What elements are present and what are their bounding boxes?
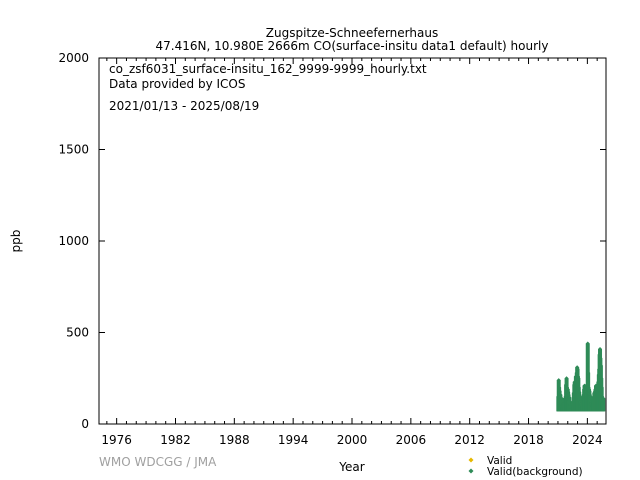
data-provider: Data provided by ICOS bbox=[109, 77, 245, 91]
data-point bbox=[577, 389, 582, 394]
x-axis-ticks: 1976 1982 1988 1994 2000 2006 2012 2018 2024 bbox=[101, 58, 603, 447]
data-point bbox=[598, 346, 603, 351]
data-point bbox=[598, 363, 603, 368]
x-tick-label: 2012 bbox=[454, 433, 485, 447]
data-point bbox=[564, 376, 569, 381]
x-axis-label: Year bbox=[338, 460, 364, 474]
legend-marker-valid-background bbox=[468, 468, 474, 474]
credit-text: WMO WDCGG / JMA bbox=[99, 455, 217, 469]
data-point bbox=[599, 385, 604, 390]
data-point bbox=[558, 392, 563, 397]
x-tick-label: 2006 bbox=[396, 433, 427, 447]
x-tick-label: 2000 bbox=[337, 433, 368, 447]
data-filename: co_zsf6031_surface-insitu_162_9999-9999_… bbox=[109, 62, 427, 76]
y-tick-label: 1500 bbox=[58, 143, 89, 157]
data-point bbox=[587, 389, 592, 394]
legend-label-valid-background: Valid(background) bbox=[487, 466, 583, 478]
data-point bbox=[599, 376, 604, 381]
y-tick-label: 2000 bbox=[58, 51, 89, 65]
y-axis-ticks: 0 500 1000 1500 2000 bbox=[58, 51, 606, 431]
y-axis-label: ppb bbox=[9, 230, 23, 253]
data-point bbox=[598, 356, 603, 361]
data-point bbox=[556, 378, 561, 383]
legend: Valid Valid(background) bbox=[468, 455, 583, 478]
data-point bbox=[585, 341, 590, 346]
data-point bbox=[557, 385, 562, 390]
data-point bbox=[578, 394, 583, 399]
data-point bbox=[576, 376, 581, 381]
y-tick-label: 500 bbox=[66, 326, 89, 340]
data-point bbox=[588, 396, 593, 401]
chart-title-line1: Zugspitze-Schneefernerhaus bbox=[266, 26, 438, 40]
legend-label-valid: Valid bbox=[487, 455, 512, 467]
legend-marker-valid bbox=[468, 457, 474, 463]
chart-title-line2: 47.416N, 10.980E 2666m CO(surface-insitu… bbox=[156, 39, 549, 53]
data-period: 2021/01/13 - 2025/08/19 bbox=[109, 99, 259, 113]
data-point bbox=[566, 389, 571, 394]
y-tick-label: 1000 bbox=[58, 234, 89, 248]
data-point bbox=[601, 396, 606, 401]
data-points bbox=[556, 341, 606, 412]
data-point bbox=[565, 387, 570, 392]
legend-diamond-valid bbox=[468, 457, 474, 463]
x-tick-label: 2024 bbox=[572, 433, 603, 447]
x-tick-label: 1994 bbox=[278, 433, 309, 447]
data-point bbox=[586, 370, 591, 375]
y-tick-label: 0 bbox=[81, 417, 89, 431]
x-tick-label: 2018 bbox=[513, 433, 544, 447]
legend-diamond-valid-background bbox=[468, 468, 474, 474]
data-point bbox=[575, 367, 580, 372]
data-point bbox=[567, 395, 572, 400]
x-tick-label: 1976 bbox=[101, 433, 132, 447]
x-tick-label: 1988 bbox=[219, 433, 250, 447]
data-point bbox=[557, 389, 562, 394]
x-tick-label: 1982 bbox=[160, 433, 191, 447]
data-point bbox=[576, 385, 581, 390]
